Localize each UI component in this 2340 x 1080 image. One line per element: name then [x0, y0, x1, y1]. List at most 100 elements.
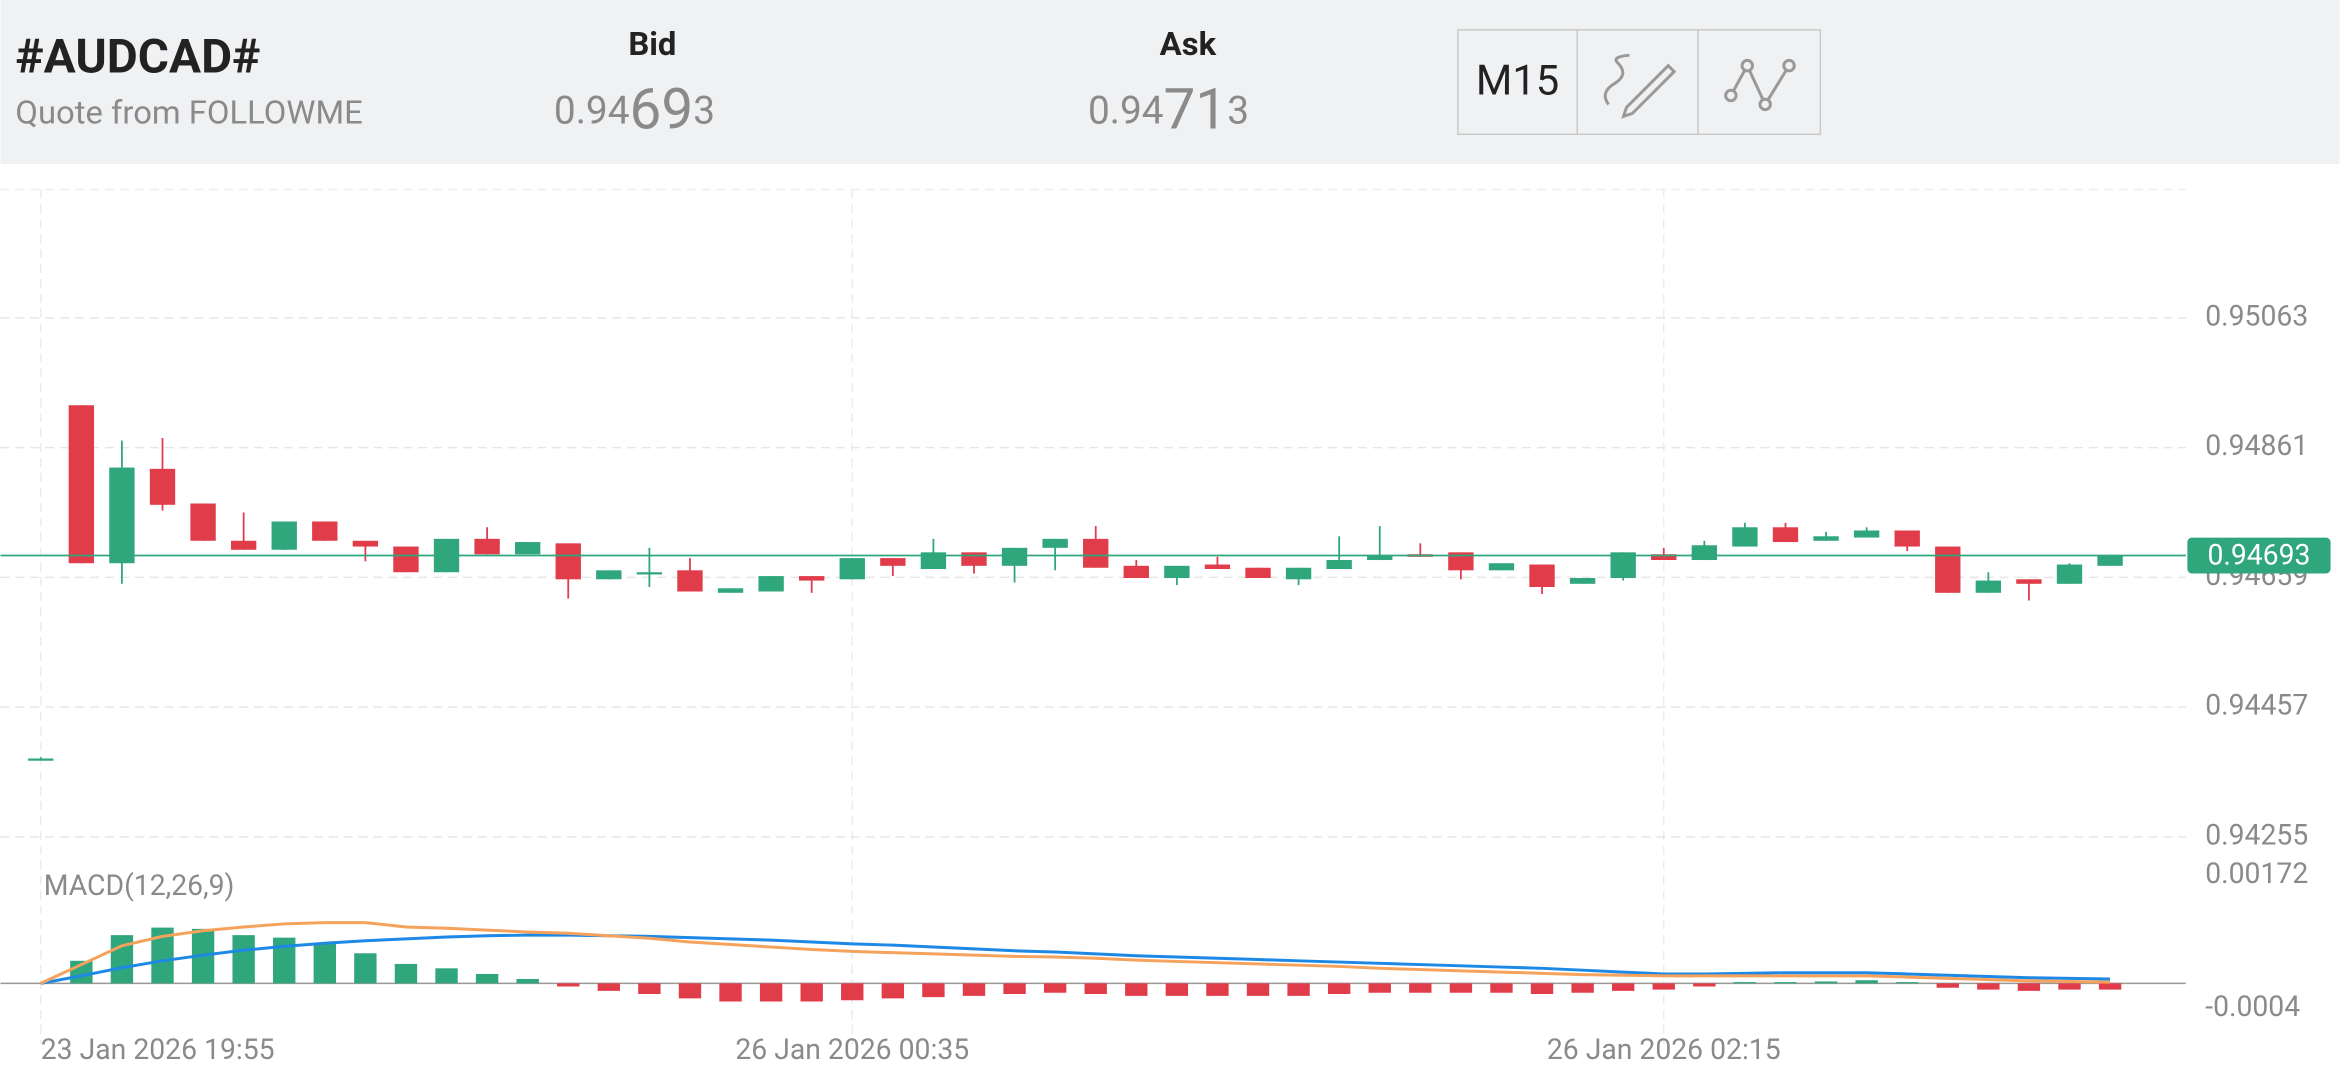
histogram-bar: [1003, 983, 1026, 994]
histogram-bar: [273, 937, 296, 984]
candle-body: [920, 552, 947, 570]
histogram-bar: [1084, 983, 1107, 994]
candle-body: [271, 521, 297, 550]
candle-body: [636, 572, 663, 575]
candle-body: [1935, 546, 1961, 593]
x-tick-label: 26 Jan 2026 00:35: [735, 1033, 969, 1066]
histogram-bar: [1571, 983, 1594, 993]
ask-label: Ask: [1160, 26, 1217, 64]
histogram-bar: [435, 968, 458, 984]
candle-body: [190, 503, 216, 541]
candle-body: [2097, 555, 2123, 566]
histogram-bar: [313, 943, 336, 984]
histogram-bar: [800, 983, 823, 1002]
y-tick-label: 0.95063: [2205, 299, 2308, 332]
histogram-bar: [638, 983, 661, 994]
candle-body: [68, 405, 95, 564]
draw-button[interactable]: [1576, 29, 1699, 135]
candle-body: [1001, 547, 1028, 566]
ask-price: 0.94713: [1088, 75, 1249, 142]
histogram-bar: [1530, 983, 1554, 994]
current-price-badge: [2187, 537, 2331, 574]
current-price-label: 0.94693: [2207, 539, 2310, 572]
candle-body: [1164, 565, 1190, 579]
candle-body: [352, 540, 379, 547]
candle-body: [1975, 580, 2002, 593]
histogram-bar: [516, 978, 539, 984]
indicator-title: MACD(12,26,9): [44, 869, 235, 902]
y-tick-label: -0.0004: [2205, 990, 2300, 1023]
histogram-bar: [2058, 983, 2081, 990]
histogram-bar: [678, 983, 702, 999]
ask-part: 0.94: [1088, 89, 1164, 134]
candle-body: [1123, 565, 1149, 579]
candle-body: [1285, 567, 1312, 580]
indicator-button[interactable]: [1697, 29, 1822, 135]
bid-part: 0.94: [554, 89, 630, 134]
x-tick-label: 26 Jan 2026 02:15: [1547, 1033, 1781, 1066]
candle-body: [799, 576, 825, 581]
y-tick-label: 0.94861: [2205, 429, 2308, 462]
candle-body: [2016, 579, 2042, 584]
timeframe-label: M15: [1476, 57, 1559, 106]
quote-source: Quote from FOLLOWME: [15, 95, 362, 133]
candle-body: [149, 468, 176, 505]
histogram-bar: [1409, 983, 1432, 993]
draw-icon: [1603, 53, 1677, 119]
histogram-bar: [1368, 983, 1391, 993]
histogram-bar: [1896, 982, 1919, 984]
candle-body: [1204, 564, 1231, 570]
histogram-bar: [557, 983, 580, 987]
candle-body: [230, 540, 257, 550]
histogram-bar: [1287, 983, 1310, 996]
histogram-bar: [1449, 983, 1473, 993]
toolbar: M15: [1457, 29, 1822, 135]
indicator-line: [40, 933, 2111, 985]
histogram-bar: [1125, 983, 1148, 996]
histogram-bar: [597, 983, 621, 991]
candle-body: [839, 558, 865, 580]
candle-body: [1853, 530, 1880, 538]
candle-body: [961, 552, 987, 566]
histogram-bar: [881, 983, 905, 999]
candle-body: [1651, 554, 1677, 561]
indicator-icon: [1729, 62, 1791, 108]
candle-body: [1448, 552, 1474, 571]
candle-body: [555, 543, 581, 580]
candle-body: [1367, 555, 1393, 561]
histogram-bar: [1814, 981, 1838, 984]
candle-body: [474, 538, 500, 555]
candle-body: [1042, 538, 1068, 548]
histogram-bar: [110, 935, 134, 984]
indicator-dots: [1724, 58, 1796, 112]
candle-body: [1610, 552, 1636, 579]
histogram-bar: [1855, 980, 1878, 984]
candle-body: [312, 521, 338, 541]
candle-body: [1326, 560, 1352, 570]
histogram-bar: [719, 983, 742, 1002]
candle-body: [28, 758, 54, 761]
candle-body: [717, 588, 744, 593]
candle-body: [393, 546, 419, 573]
bid-price: 0.94693: [554, 75, 715, 142]
histogram-bar: [1327, 983, 1351, 994]
histogram-bar: [1652, 983, 1675, 990]
histogram-bar: [2098, 983, 2122, 990]
candle-body: [880, 558, 906, 566]
symbol-title: #AUDCAD#: [15, 28, 260, 84]
histogram-bar: [1733, 982, 1757, 984]
bid-label: Bid: [628, 26, 676, 64]
candle-body: [1529, 564, 1555, 588]
candle-body: [1894, 530, 1920, 547]
histogram-bar: [2017, 983, 2041, 991]
ask-part: 3: [1227, 89, 1249, 134]
candle-body: [514, 542, 541, 555]
candle-body: [2056, 564, 2083, 584]
y-tick-label: 0.94255: [2205, 818, 2308, 851]
histogram-bar: [1043, 983, 1067, 993]
candle-body: [1488, 563, 1515, 571]
candle-body: [1813, 536, 1839, 541]
histogram-bar: [1693, 983, 1716, 987]
histogram-bar: [841, 983, 864, 1001]
